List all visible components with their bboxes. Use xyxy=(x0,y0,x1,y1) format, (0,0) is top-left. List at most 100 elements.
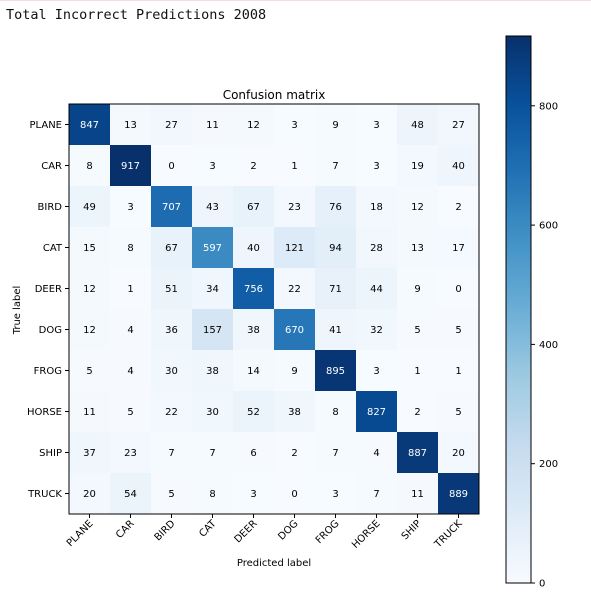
matrix-cell xyxy=(110,145,152,187)
matrix-cell-value: 11 xyxy=(411,489,424,500)
matrix-cell-value: 1 xyxy=(455,366,461,377)
matrix-cell-value: 3 xyxy=(373,161,379,172)
colorbar-tick-label: 400 xyxy=(539,340,558,351)
matrix-cell xyxy=(274,309,316,351)
matrix-cell-value: 895 xyxy=(326,366,345,377)
y-tick-label: DOG xyxy=(39,325,62,336)
matrix-cell-value: 2 xyxy=(291,448,297,459)
matrix-cell xyxy=(397,309,439,351)
matrix-cell-value: 67 xyxy=(165,243,178,254)
matrix-cell-value: 7 xyxy=(168,448,174,459)
matrix-cell-value: 15 xyxy=(83,243,96,254)
matrix-cell xyxy=(69,186,111,228)
matrix-cell xyxy=(315,145,357,187)
matrix-cell xyxy=(192,309,234,351)
matrix-cell xyxy=(233,268,275,310)
matrix-cell xyxy=(233,309,275,351)
matrix-cell xyxy=(69,350,111,392)
matrix-cell xyxy=(438,391,480,433)
matrix-cell-value: 887 xyxy=(408,448,427,459)
matrix-cell xyxy=(356,186,398,228)
matrix-cell xyxy=(233,104,275,146)
matrix-cell xyxy=(110,391,152,433)
matrix-cell-value: 27 xyxy=(165,120,178,131)
matrix-cell xyxy=(397,227,439,269)
matrix-cell-value: 6 xyxy=(250,448,256,459)
x-tick-label: TRUCK xyxy=(432,518,465,551)
x-tick-label: FROG xyxy=(314,518,342,546)
matrix-cell xyxy=(274,104,316,146)
matrix-cell-value: 30 xyxy=(165,366,178,377)
matrix-cell xyxy=(151,350,193,392)
matrix-cell xyxy=(356,391,398,433)
matrix-cell-value: 36 xyxy=(165,325,178,336)
matrix-cell-value: 9 xyxy=(414,284,420,295)
matrix-cell xyxy=(397,186,439,228)
matrix-cell xyxy=(274,391,316,433)
y-tick-label: DEER xyxy=(35,284,62,295)
matrix-cell xyxy=(192,186,234,228)
matrix-cell xyxy=(438,309,480,351)
y-tick-label: FROG xyxy=(34,366,62,377)
matrix-cell xyxy=(315,227,357,269)
x-axis-ticks: PLANE CAR BIRD CAT DEER DOG FROG HORSE SHIP TRUCK xyxy=(65,514,465,551)
matrix-cell xyxy=(151,186,193,228)
matrix-cell-value: 22 xyxy=(288,284,301,295)
matrix-cell xyxy=(110,350,152,392)
matrix-cell xyxy=(110,104,152,146)
matrix-cell xyxy=(151,145,193,187)
x-axis-label: Predicted label xyxy=(237,558,311,569)
matrix-cell xyxy=(192,350,234,392)
matrix-cell-value: 67 xyxy=(247,202,260,213)
matrix-cell xyxy=(192,104,234,146)
matrix-cell-value: 76 xyxy=(329,202,342,213)
y-axis-ticks: PLANE CAR BIRD CAT DEER DOG FROG HORSE SHIP TRUCK xyxy=(27,120,69,500)
matrix-cell-value: 23 xyxy=(288,202,301,213)
matrix-cell xyxy=(151,432,193,474)
matrix-cell xyxy=(151,104,193,146)
matrix-cells xyxy=(69,104,480,515)
matrix-cell xyxy=(438,145,480,187)
matrix-cell-value: 0 xyxy=(291,489,297,500)
matrix-cell-value: 11 xyxy=(206,120,219,131)
matrix-cell xyxy=(438,432,480,474)
matrix-cell-value: 2 xyxy=(455,202,461,213)
matrix-cell-value: 7 xyxy=(209,448,215,459)
matrix-cell-value: 30 xyxy=(206,407,219,418)
matrix-cell xyxy=(110,432,152,474)
matrix-cell xyxy=(274,350,316,392)
matrix-cell-value: 71 xyxy=(329,284,342,295)
matrix-cell xyxy=(151,309,193,351)
matrix-cell xyxy=(356,350,398,392)
matrix-cell xyxy=(315,473,357,515)
colorbar xyxy=(505,35,532,584)
colorbar-tick-label: 600 xyxy=(539,221,558,232)
matrix-cell xyxy=(151,473,193,515)
matrix-cell xyxy=(315,268,357,310)
y-tick-label: CAT xyxy=(43,243,63,254)
matrix-cell xyxy=(192,145,234,187)
matrix-cell-value: 121 xyxy=(285,243,304,254)
matrix-cell-value: 38 xyxy=(247,325,260,336)
x-tick-label: BIRD xyxy=(153,518,178,543)
matrix-cell xyxy=(397,432,439,474)
matrix-cell-value: 20 xyxy=(83,489,96,500)
y-tick-label: TRUCK xyxy=(27,489,62,500)
matrix-cell xyxy=(274,473,316,515)
matrix-cell xyxy=(356,432,398,474)
matrix-cell xyxy=(397,350,439,392)
colorbar-tick-label: 800 xyxy=(539,101,558,112)
matrix-cell xyxy=(110,227,152,269)
matrix-cell-value: 13 xyxy=(124,120,137,131)
matrix-cell-value: 1 xyxy=(414,366,420,377)
matrix-cell-value: 8 xyxy=(209,489,215,500)
matrix-cell-value: 38 xyxy=(288,407,301,418)
matrix-cell xyxy=(69,309,111,351)
matrix-cell xyxy=(69,432,111,474)
matrix-cell-value: 19 xyxy=(411,161,424,172)
matrix-cell xyxy=(192,268,234,310)
matrix-cell xyxy=(315,350,357,392)
matrix-cell-value: 0 xyxy=(455,284,461,295)
matrix-cell xyxy=(315,391,357,433)
